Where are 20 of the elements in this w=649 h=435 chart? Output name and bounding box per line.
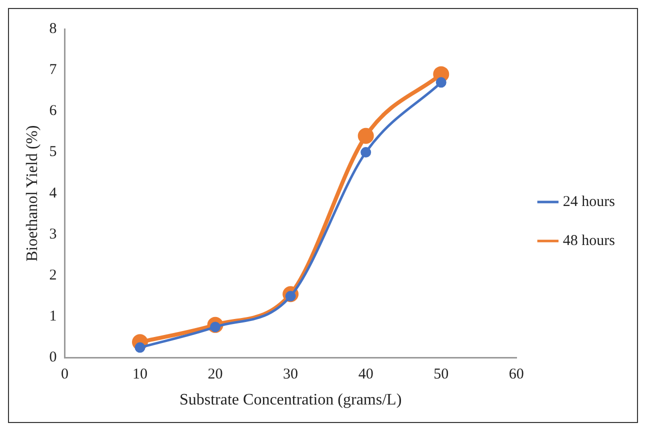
- x-tick-label: 60: [508, 366, 524, 383]
- y-tick-label: 0: [49, 350, 57, 366]
- x-tick-label: 40: [358, 366, 374, 383]
- y-tick-label: 5: [49, 144, 57, 160]
- legend-label: 48 hours: [562, 232, 616, 249]
- y-axis-title: Bioethanol Yield (%): [24, 125, 41, 262]
- y-tick-label: 3: [49, 226, 57, 242]
- y-tick-label: 4: [49, 185, 58, 202]
- legend-label: 24 hours: [562, 194, 616, 210]
- x-axis-title: Substrate Concentration (grams/L): [179, 392, 402, 409]
- x-tick-label: 30: [283, 366, 298, 383]
- x-tick-label: 20: [208, 366, 223, 383]
- x-tick-label: 50: [434, 366, 449, 383]
- y-tick-label: 7: [49, 62, 58, 78]
- x-tick-label: 0: [60, 366, 68, 383]
- y-tick-label: 6: [49, 103, 58, 120]
- y-tick-label: 8: [49, 20, 57, 37]
- y-tick-label: 1: [49, 308, 57, 325]
- y-tick-label: 2: [49, 268, 57, 284]
- x-tick-label: 10: [132, 366, 148, 383]
